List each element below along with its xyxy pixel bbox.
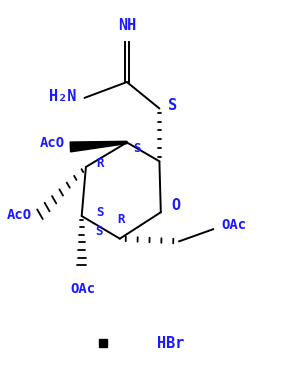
Text: S: S: [168, 98, 178, 113]
Text: S: S: [96, 206, 104, 219]
Text: AcO: AcO: [7, 208, 32, 222]
Polygon shape: [70, 141, 127, 152]
Text: O: O: [172, 198, 181, 213]
Text: S: S: [95, 225, 102, 237]
Text: AcO: AcO: [40, 136, 65, 150]
Text: H₂N: H₂N: [49, 88, 76, 103]
Text: NH: NH: [118, 18, 136, 33]
Text: R: R: [117, 213, 125, 226]
Text: HBr: HBr: [157, 336, 184, 351]
Text: OAc: OAc: [71, 282, 96, 296]
Text: OAc: OAc: [222, 218, 247, 232]
Text: R: R: [96, 157, 104, 170]
Text: S: S: [133, 142, 140, 155]
